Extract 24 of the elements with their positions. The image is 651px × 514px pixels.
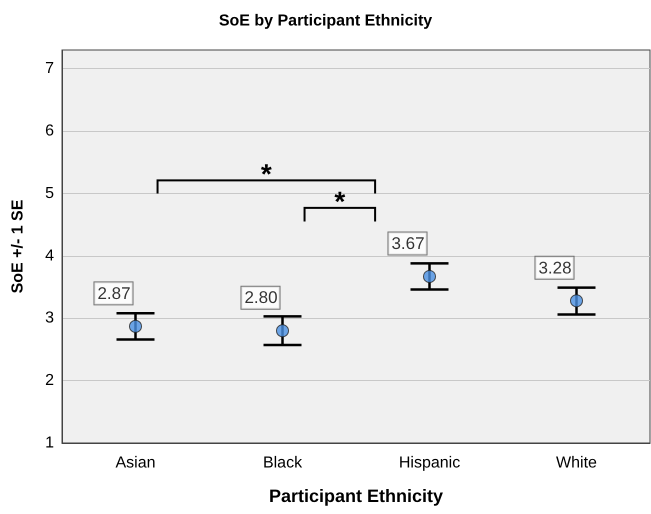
x-tick-label: Black [262,454,304,472]
y-tick-label: 7 [45,60,54,78]
y-axis-title: SoE +/- 1 SE [10,199,26,294]
chart-title: SoE by Participant Ethnicity [218,12,432,30]
point [423,270,436,283]
y-tick-label: 4 [45,247,54,264]
annotation: * [260,158,272,190]
y-tick-label: 6 [45,122,54,140]
point [276,324,289,338]
point [570,294,583,308]
annotation: * [334,186,346,217]
x-tick-label: White [556,454,598,472]
data-label: 3.67 [391,234,425,253]
data-label: 2.87 [97,284,131,303]
point [129,320,142,333]
y-tick-label: 5 [45,184,54,202]
y-tick-label: 3 [45,310,54,327]
x-tick-label: Asian [115,454,156,472]
data-label: 3.28 [538,258,572,278]
y-tick-label: 1 [45,434,54,452]
data-label: 2.80 [244,288,278,308]
x-tick-label: Hispanic [398,454,460,472]
y-tick-label: 2 [45,372,54,390]
x-axis-title: Participant Ethnicity [268,486,444,506]
